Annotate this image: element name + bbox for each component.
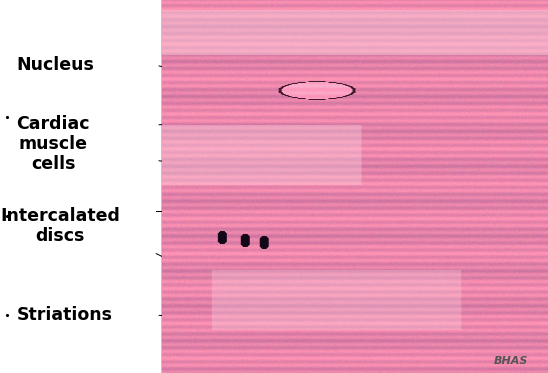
Text: Nucleus: Nucleus <box>16 56 94 74</box>
Text: Cardiac
muscle
cells: Cardiac muscle cells <box>16 115 90 173</box>
Text: Striations: Striations <box>16 306 112 324</box>
Text: Intercalated
discs: Intercalated discs <box>0 207 120 245</box>
